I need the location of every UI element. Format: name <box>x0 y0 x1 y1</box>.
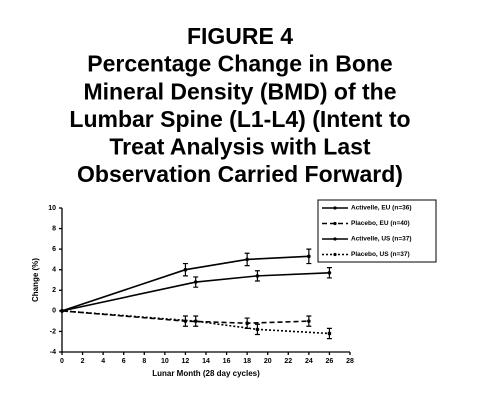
x-tick-label: 26 <box>326 358 334 365</box>
legend-label: Activelle, US (n=37) <box>351 236 412 243</box>
legend-label: Activelle, EU (n=36) <box>351 205 412 212</box>
title-line: Treat Analysis with Last <box>109 133 371 159</box>
x-tick-label: 20 <box>264 358 272 365</box>
point <box>193 280 198 284</box>
point <box>183 267 188 272</box>
legend-marker <box>333 252 337 257</box>
point <box>307 254 311 259</box>
x-tick-label: 16 <box>223 358 231 365</box>
point <box>307 319 311 323</box>
point <box>327 271 332 275</box>
point <box>193 319 198 323</box>
point <box>327 331 332 336</box>
series-line <box>61 272 330 312</box>
y-tick-label: -2 <box>50 328 56 335</box>
x-axis-label: Lunar Month (28 day cycles) <box>152 369 260 378</box>
legend-box <box>317 199 437 263</box>
x-tick-label: 6 <box>122 358 126 365</box>
point <box>245 257 249 262</box>
legend-marker <box>333 221 337 226</box>
y-tick-label: 0 <box>52 308 56 315</box>
y-tick-label: -4 <box>50 349 56 356</box>
x-tick-label: 8 <box>142 358 146 365</box>
x-tick-label: 10 <box>161 358 169 365</box>
y-tick-label: 2 <box>52 287 56 294</box>
y-tick-label: 6 <box>52 246 56 253</box>
title-line: Observation Carried Forward) <box>77 161 403 187</box>
point <box>255 274 260 278</box>
y-tick-label: 4 <box>52 267 56 274</box>
legend-marker <box>333 237 337 241</box>
title-line: FIGURE 4 <box>187 23 293 49</box>
x-tick-label: 14 <box>202 358 210 365</box>
x-tick-label: 0 <box>60 358 64 365</box>
x-tick-label: 4 <box>101 358 105 365</box>
legend-label: Placebo, US (n=37) <box>351 251 410 258</box>
x-tick-label: 12 <box>182 358 190 365</box>
series-line <box>61 310 309 325</box>
title-line: Percentage Change in Bone <box>87 51 392 77</box>
y-axis-label: Change (%) <box>31 258 40 302</box>
y-tick-label: 8 <box>52 225 56 232</box>
x-tick-label: 24 <box>305 358 313 365</box>
x-tick-label: 2 <box>81 358 85 365</box>
point <box>245 321 249 326</box>
y-tick-label: 10 <box>48 205 56 212</box>
legend-label: Placebo, EU (n=40) <box>351 220 410 227</box>
point <box>255 327 260 332</box>
series-line <box>61 310 330 335</box>
x-tick-label: 28 <box>346 358 354 365</box>
legend-marker <box>333 206 337 210</box>
x-tick-label: 18 <box>243 358 251 365</box>
point <box>60 309 64 313</box>
title-line: Mineral Density (BMD) of the <box>83 78 396 104</box>
x-tick-label: 22 <box>284 358 292 365</box>
title-line: Lumbar Spine (L1-L4) (Intent to <box>69 106 410 132</box>
series-line <box>61 255 309 312</box>
